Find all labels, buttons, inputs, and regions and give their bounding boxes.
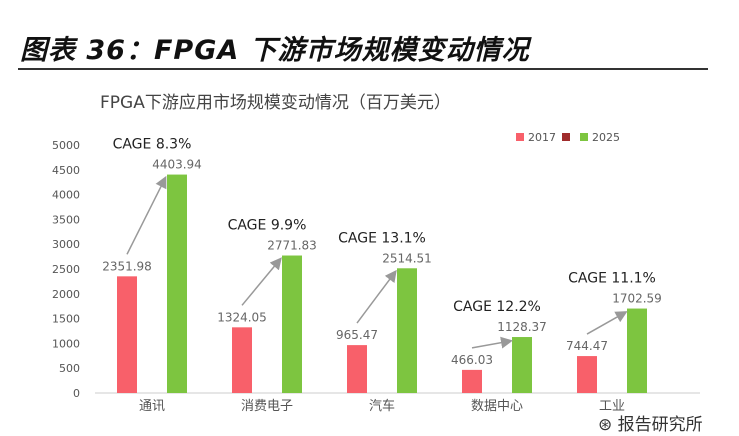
- watermark: ⊛ 报告研究所: [598, 415, 703, 435]
- cagr-annotation: CAGE 11.1%: [568, 271, 656, 287]
- cagr-annotation: CAGE 12.2%: [453, 299, 541, 315]
- cagr-annotation: CAGE 9.9%: [228, 218, 307, 234]
- x-tick-label: 数据中心: [471, 399, 523, 414]
- legend-label: 2017: [528, 131, 556, 144]
- data-label-2017: 965.47: [336, 328, 378, 342]
- bar-2017: [232, 327, 252, 393]
- cagr-annotation: CAGE 8.3%: [113, 137, 192, 153]
- x-tick-label: 工业: [599, 399, 625, 414]
- data-label-2017: 744.47: [566, 339, 608, 353]
- data-label-2017: 466.03: [451, 353, 493, 367]
- y-tick-label: 3500: [52, 213, 80, 226]
- data-label-2025: 1128.37: [497, 320, 547, 334]
- data-label-2017: 2351.98: [102, 259, 152, 273]
- bar-2025: [627, 308, 647, 393]
- y-tick-label: 4500: [52, 164, 80, 177]
- y-tick-label: 2000: [52, 288, 80, 301]
- cagr-annotation: CAGE 13.1%: [338, 230, 426, 246]
- chart-title: FPGA下游应用市场规模变动情况（百万美元）: [100, 93, 451, 113]
- y-tick-label: 0: [73, 387, 80, 400]
- growth-arrow: [126, 175, 167, 255]
- y-tick-label: 1000: [52, 337, 80, 350]
- legend-swatch: [562, 133, 570, 141]
- data-label-2025: 2771.83: [267, 239, 317, 253]
- data-label-2025: 1702.59: [612, 292, 662, 306]
- data-label-2025: 2514.51: [382, 251, 432, 265]
- y-tick-label: 5000: [52, 139, 80, 152]
- growth-arrow: [241, 257, 282, 306]
- bar-2017: [117, 276, 137, 393]
- growth-arrow: [356, 269, 397, 324]
- bar-2025: [167, 174, 187, 393]
- legend-swatch: [580, 133, 588, 141]
- figure-header: 图表 36：FPGA 下游市场规模变动情况: [20, 35, 530, 66]
- y-tick-label: 2500: [52, 263, 80, 276]
- bar-2017: [347, 345, 367, 393]
- bar-2025: [397, 268, 417, 393]
- bar-2025: [282, 255, 302, 393]
- data-label-2017: 1324.05: [217, 310, 267, 324]
- growth-arrow: [471, 336, 513, 349]
- bar-2017: [577, 356, 597, 393]
- header-divider: [18, 68, 708, 70]
- y-tick-label: 1500: [52, 313, 80, 326]
- bar-2025: [512, 337, 532, 393]
- growth-arrow: [586, 311, 628, 335]
- y-tick-label: 500: [59, 362, 80, 375]
- x-tick-label: 汽车: [369, 398, 395, 414]
- legend-swatch: [516, 133, 524, 141]
- y-tick-label: 3000: [52, 238, 80, 251]
- x-tick-label: 消费电子: [241, 399, 293, 414]
- bar-2017: [462, 369, 482, 393]
- data-label-2025: 4403.94: [152, 158, 202, 172]
- legend-label: 2025: [592, 131, 620, 144]
- watermark-text: 报告研究所: [617, 415, 703, 435]
- x-tick-label: 通讯: [139, 399, 165, 414]
- y-tick-label: 4000: [52, 189, 80, 202]
